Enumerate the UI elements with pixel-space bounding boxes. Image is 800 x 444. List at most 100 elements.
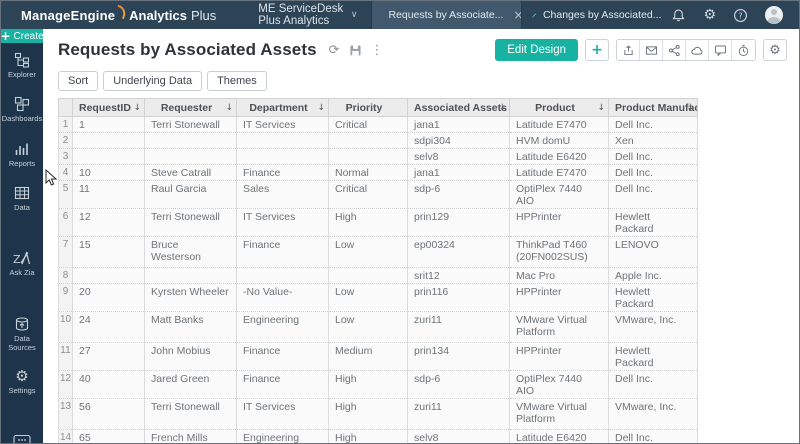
report-settings-gear-icon[interactable]: ⚙	[763, 39, 787, 61]
table-row: 12 40 Jared Green Finance High sdp-6 Opt…	[58, 370, 698, 399]
sidebar-item-data-sources[interactable]: Data Sources	[1, 307, 43, 360]
close-icon[interactable]: ×	[513, 8, 524, 22]
cell-priority: Medium	[328, 342, 408, 371]
sidebar-item-settings[interactable]: ⚙ Settings	[1, 360, 43, 403]
sidebar-item-label: Data Sources	[8, 334, 36, 352]
sidebar-item-more[interactable]: More	[1, 425, 43, 443]
cell-manufacturer: Dell Inc.	[608, 429, 698, 443]
cell-manufacturer: Dell Inc.	[608, 116, 698, 133]
table-row: 8 srit12 Mac Pro Apple Inc.	[58, 267, 698, 284]
cell-department: Finance	[236, 164, 329, 181]
cell-associated-asset: zuri11	[407, 311, 510, 343]
cell-row-number: 6	[58, 208, 73, 237]
cell-department: IT Services	[236, 398, 329, 430]
cell-department: Finance	[236, 342, 329, 371]
sidebar-item-explorer[interactable]: Explorer	[1, 43, 43, 87]
themes-button[interactable]: Themes	[207, 71, 267, 91]
workspace-selector[interactable]: ME ServiceDesk Plus Analytics ∨	[244, 1, 371, 29]
cell-request-id: 15	[72, 236, 145, 268]
sort-down-icon[interactable]: ↓	[225, 102, 233, 113]
column-header-priority[interactable]: Priority	[328, 98, 408, 117]
share-icon[interactable]	[663, 40, 686, 60]
sidebar-item-label: Ask Zia	[9, 268, 35, 277]
cell-request-id: 24	[72, 311, 145, 343]
cell-product: VMware Virtual Platform	[509, 398, 609, 430]
settings-gear-icon[interactable]: ⚙	[703, 7, 716, 23]
comment-icon[interactable]	[709, 40, 732, 60]
sidebar-item-label: Explorer	[8, 70, 36, 79]
alert-clock-icon[interactable]	[732, 40, 755, 60]
cell-department: Finance	[236, 236, 329, 268]
sidebar-item-ask-zia[interactable]: Z Ask Zia	[1, 242, 43, 285]
column-header-product-manufacturer[interactable]: Product Manufacturer↓	[608, 98, 698, 117]
underlying-data-button[interactable]: Underlying Data	[103, 71, 203, 91]
kebab-menu-icon[interactable]: ⋮	[370, 42, 384, 58]
cell-row-number: 14	[58, 429, 73, 443]
cell-manufacturer: Dell Inc.	[608, 370, 698, 399]
cell-department: Engineering	[236, 311, 329, 343]
sort-down-icon[interactable]: ↓	[317, 102, 325, 113]
data-sources-icon	[15, 317, 29, 331]
table-row: 9 20 Kyrsten Wheeler -No Value- Low prin…	[58, 283, 698, 312]
cell-manufacturer: VMware, Inc.	[608, 311, 698, 343]
tab-changes-by-associated[interactable]: Changes by Associated...	[521, 1, 671, 29]
tab-label: Requests by Associate...	[388, 9, 504, 21]
add-button[interactable]: +	[585, 39, 609, 61]
cell-manufacturer: Dell Inc.	[608, 148, 698, 165]
create-button[interactable]: + Create	[1, 29, 44, 43]
svg-text:?: ?	[738, 11, 742, 20]
tab-requests-by-associated[interactable]: Requests by Associate... ×	[371, 1, 524, 29]
cell-product: Latitude E6420	[509, 429, 609, 443]
cell-associated-asset: prin116	[407, 283, 510, 312]
cell-requester: Matt Banks	[144, 311, 237, 343]
logo-swoosh-icon	[114, 4, 128, 20]
page-title: Requests by Associated Assets	[58, 40, 317, 59]
user-avatar[interactable]	[765, 6, 783, 24]
column-header-product[interactable]: Product ↓	[509, 98, 609, 117]
svg-text:Z: Z	[13, 253, 21, 266]
manageengine-logo: ManageEngine Analytics Plus	[1, 1, 216, 29]
sort-down-icon[interactable]: ↓	[133, 102, 141, 113]
notifications-bell-icon[interactable]	[671, 8, 686, 23]
cell-associated-asset: prin129	[407, 208, 510, 237]
column-header-requestid[interactable]: RequestID ↓	[72, 98, 145, 117]
cell-row-number: 12	[58, 370, 73, 399]
cell-priority: Low	[328, 283, 408, 312]
top-bar: ManageEngine Analytics Plus ME ServiceDe…	[1, 1, 799, 29]
help-icon[interactable]: ?	[733, 8, 748, 23]
cell-associated-asset: jana1	[407, 164, 510, 181]
email-icon[interactable]	[640, 40, 663, 60]
sidebar-item-dashboards[interactable]: Dashboards	[1, 87, 43, 131]
table-row: 10 24 Matt Banks Engineering Low zuri11 …	[58, 311, 698, 343]
refresh-icon[interactable]: ⟳	[328, 42, 340, 58]
edit-design-button[interactable]: Edit Design	[495, 39, 578, 61]
save-icon[interactable]	[349, 44, 362, 57]
cell-priority	[328, 148, 408, 165]
cell-requester: Kyrsten Wheeler	[144, 283, 237, 312]
cell-associated-asset: sdp-6	[407, 370, 510, 399]
logo-suffix-text: Plus	[190, 7, 217, 23]
sort-down-icon[interactable]: ↓	[686, 102, 694, 113]
table-row: 11 27 John Mobius Finance Medium prin134…	[58, 342, 698, 371]
cell-requester	[144, 267, 237, 284]
cell-requester	[144, 148, 237, 165]
sidebar-item-reports[interactable]: Reports	[1, 132, 43, 176]
cell-request-id: 11	[72, 180, 145, 209]
cell-associated-asset: srit12	[407, 267, 510, 284]
column-header-department[interactable]: Department ↓	[236, 98, 329, 117]
sort-button[interactable]: Sort	[58, 71, 99, 91]
export-icon[interactable]	[617, 40, 640, 60]
table-body: 1 1 Terri Stonewall IT Services Critical…	[58, 116, 698, 443]
cell-product: HPPrinter	[509, 342, 609, 371]
data-table-container: RequestID ↓ Requester ↓ Department ↓ Priori…	[58, 98, 698, 443]
cell-priority: Critical	[328, 116, 408, 133]
sort-down-icon[interactable]: ↓	[498, 102, 506, 113]
column-header-associated-assets[interactable]: Associated Assets ↓	[407, 98, 510, 117]
cell-manufacturer: Hewlett Packard	[608, 208, 698, 237]
publish-cloud-icon[interactable]	[686, 40, 709, 60]
sort-down-icon[interactable]: ↓	[597, 102, 605, 113]
column-header-requester[interactable]: Requester ↓	[144, 98, 237, 117]
sidebar-item-data[interactable]: Data	[1, 176, 43, 220]
cell-priority: High	[328, 398, 408, 430]
cell-request-id: 20	[72, 283, 145, 312]
